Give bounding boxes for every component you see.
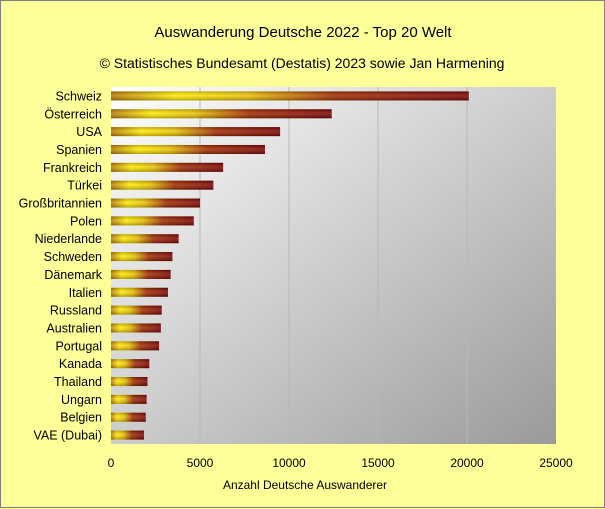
bar-shine <box>111 430 144 440</box>
category-label: Kanada <box>59 357 102 371</box>
category-label: Türkei <box>67 179 102 193</box>
chart-title: Auswanderung Deutsche 2022 - Top 20 Welt <box>154 24 452 41</box>
bar-shine <box>111 144 265 154</box>
bar-shine <box>111 162 224 172</box>
category-label: Russland <box>50 304 102 318</box>
bars <box>111 91 469 440</box>
bar-shine <box>111 394 147 404</box>
x-tick-label: 25000 <box>539 456 573 470</box>
bar-shine <box>111 287 168 297</box>
plot-area <box>111 87 556 444</box>
bar-shine <box>111 269 171 279</box>
category-label: Großbritannien <box>19 197 102 211</box>
x-tick-label: 0 <box>108 456 115 470</box>
category-label: Belgien <box>60 411 102 425</box>
bar-shine <box>111 341 160 351</box>
bar-shine <box>111 180 214 190</box>
x-tick-label: 20000 <box>450 456 484 470</box>
bar-shine <box>111 234 179 244</box>
bar-shine <box>111 305 162 315</box>
category-label: Thailand <box>54 375 102 389</box>
category-label: USA <box>76 125 102 139</box>
bar-shine <box>111 216 194 226</box>
category-label: VAE (Dubai) <box>33 429 102 443</box>
category-label: Dänemark <box>44 268 102 282</box>
category-labels: Schweiz Österreich USA Spanien Frankreich Tür… <box>19 89 103 442</box>
bar-shine <box>111 359 150 369</box>
bar-shine <box>111 377 148 387</box>
category-label: Spanien <box>56 143 102 157</box>
bar-shine <box>111 91 469 101</box>
category-label: Frankreich <box>43 161 102 175</box>
bar-shine <box>111 412 146 422</box>
bar-shine <box>111 252 173 262</box>
x-tick-labels: 0 5000 10000 15000 20000 25000 <box>108 456 573 470</box>
category-label: Niederlande <box>35 232 102 246</box>
bar-shine <box>111 127 281 137</box>
bar-shine <box>111 109 332 119</box>
x-tick-label: 10000 <box>272 456 306 470</box>
category-label: Ungarn <box>61 393 102 407</box>
category-label: Australien <box>46 321 102 335</box>
category-label: Polen <box>70 214 102 228</box>
bar-shine <box>111 198 200 208</box>
x-tick-label: 15000 <box>361 456 395 470</box>
bar-shine <box>111 323 161 333</box>
x-axis-label: Anzahl Deutsche Auswanderer <box>223 478 387 492</box>
x-tick-label: 5000 <box>187 456 214 470</box>
category-label: Italien <box>69 286 102 300</box>
category-label: Österreich <box>44 107 102 121</box>
category-label: Schweden <box>44 250 102 264</box>
gridlines <box>199 87 468 444</box>
category-label: Portugal <box>55 339 102 353</box>
category-label: Schweiz <box>55 89 102 103</box>
chart-subtitle: © Statistisches Bundesamt (Destatis) 202… <box>100 55 505 71</box>
